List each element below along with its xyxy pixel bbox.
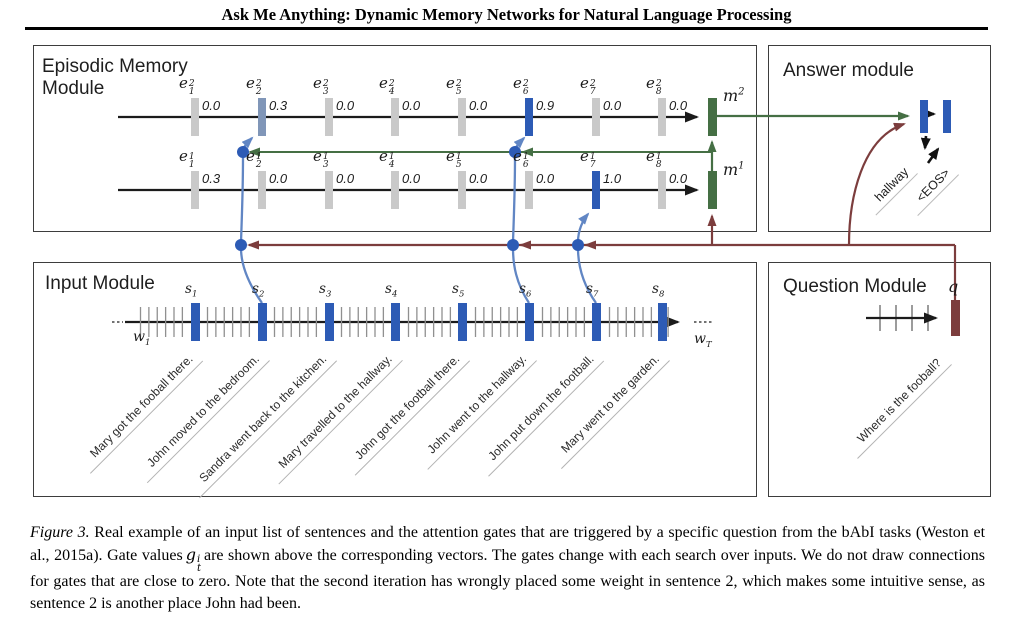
episodic-gate-vector-e2-4 — [391, 98, 399, 136]
episodic-gate-vector-e2-2 — [258, 98, 266, 136]
sentence-marker-label-s3: s3 — [319, 281, 332, 300]
header-rule — [25, 27, 988, 30]
episodic-gate-vector-e2-6 — [525, 98, 533, 136]
episodic-gate-vector-e1-3 — [325, 171, 333, 209]
episodic-gate-vector-e2-8 — [658, 98, 666, 136]
paper-running-title: Ask Me Anything: Dynamic Memory Networks… — [221, 5, 792, 24]
episodic-gate-vector-e2-1 — [191, 98, 199, 136]
episodic-gate-vector-e1-6 — [525, 171, 533, 209]
gate-value-e1-4: 0.0 — [402, 171, 421, 186]
gate-value-e1-7: 1.0 — [603, 171, 622, 186]
sentence-marker-label-s5: s5 — [452, 281, 465, 300]
gate-value-e2-8: 0.0 — [669, 98, 688, 113]
sentence-marker-label-s1: s1 — [185, 281, 198, 300]
episodic-gate-vector-e2-5 — [458, 98, 466, 136]
gate-value-e1-2: 0.0 — [269, 171, 288, 186]
gate-value-e1-8: 0.0 — [669, 171, 688, 186]
gate-value-e2-3: 0.0 — [336, 98, 355, 113]
sentence-marker-s3 — [325, 303, 334, 341]
figure-label: Figure 3. — [30, 524, 90, 541]
episodic-gate-vector-e1-7 — [592, 171, 600, 209]
gate-value-e2-5: 0.0 — [469, 98, 488, 113]
memory-vector-m2 — [708, 98, 717, 136]
gate-dot-s7-question — [572, 239, 584, 251]
gate-value-e1-6: 0.0 — [536, 171, 555, 186]
sentence-marker-s6 — [525, 303, 534, 341]
word-label-w1: w1 — [133, 329, 151, 348]
figure-caption: Figure 3. Real example of an input list … — [30, 522, 985, 614]
episodic-gate-vector-e1-2 — [258, 171, 266, 209]
answer-module-title: Answer module — [783, 60, 914, 81]
episodic-gate-vector-e1-1 — [191, 171, 199, 209]
sentence-marker-label-s2: s2 — [252, 281, 265, 300]
gate-value-e2-7: 0.0 — [603, 98, 622, 113]
sentence-marker-label-s7: s7 — [586, 281, 599, 300]
sentence-marker-label-s8: s8 — [652, 281, 665, 300]
episodic-gate-vector-e1-5 — [458, 171, 466, 209]
answer-vector-2 — [943, 100, 951, 133]
memory-vector-m1 — [708, 171, 717, 209]
gate-value-e2-4: 0.0 — [402, 98, 421, 113]
sentence-marker-label-s4: s4 — [385, 281, 398, 300]
sentence-marker-label-s6: s6 — [519, 281, 532, 300]
episodic-gate-vector-e1-8 — [658, 171, 666, 209]
sentence-marker-s4 — [391, 303, 400, 341]
question-vector-q — [951, 300, 960, 336]
question-module-title: Question Module — [783, 276, 927, 297]
sentence-marker-s7 — [592, 303, 601, 341]
gate-dot-s6-question — [507, 239, 519, 251]
memory-vector-label-m1: m1 — [723, 160, 745, 179]
caption-text-2: are shown above the corresponding vector… — [30, 546, 986, 612]
gate-dot-s2-question — [235, 239, 247, 251]
gate-value-e2-6: 0.9 — [536, 98, 555, 113]
gate-value-e2-2: 0.3 — [269, 98, 288, 113]
input-module-title: Input Module — [45, 273, 155, 294]
input-module-box — [33, 262, 757, 497]
episodic-gate-vector-e1-4 — [391, 171, 399, 209]
gate-value-e1-3: 0.0 — [336, 171, 355, 186]
gate-value-e1-1: 0.3 — [202, 171, 221, 186]
sentence-marker-s1 — [191, 303, 200, 341]
episodic-gate-vector-e2-7 — [592, 98, 600, 136]
sentence-marker-s5 — [458, 303, 467, 341]
sentence-marker-s8 — [658, 303, 667, 341]
question-vector-label-q: q — [948, 277, 959, 296]
sentence-marker-s2 — [258, 303, 267, 341]
episodic-module-title: Episodic Memory Module — [42, 56, 188, 99]
memory-vector-label-m2: m2 — [723, 86, 745, 105]
episodic-gate-vector-e2-3 — [325, 98, 333, 136]
gate-value-e2-1: 0.0 — [202, 98, 221, 113]
word-label-wT: wT — [694, 331, 712, 350]
gate-value-e1-5: 0.0 — [469, 171, 488, 186]
caption-text-1: Real example of an input list of sentenc… — [30, 524, 986, 564]
answer-vector-1 — [920, 100, 928, 133]
